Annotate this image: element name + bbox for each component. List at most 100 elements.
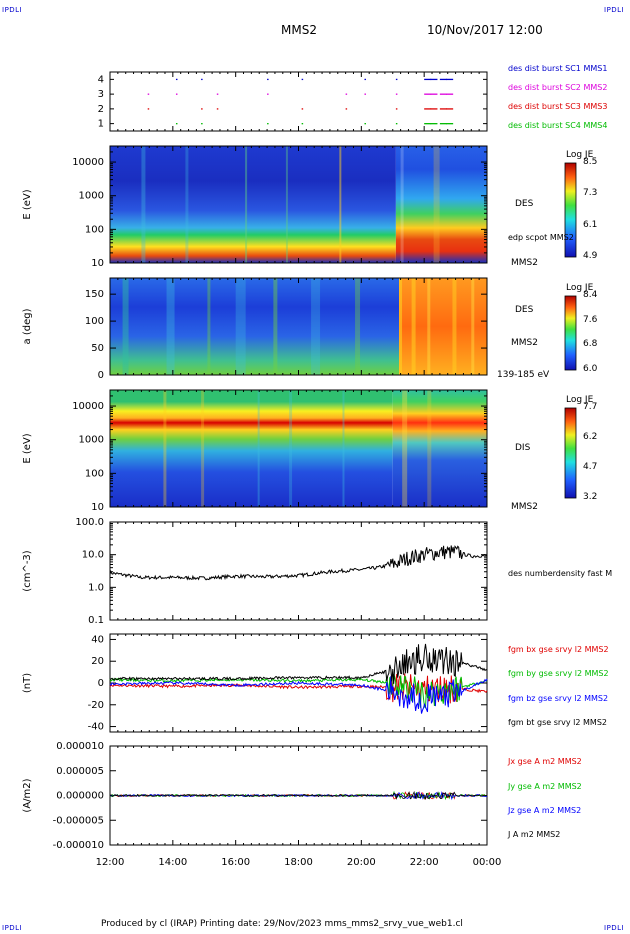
burst-interval-mark: [175, 93, 178, 95]
dis-energy-spectrogram-streak: [163, 390, 167, 507]
burst-interval-mark: [424, 123, 432, 125]
bfield-legend-4: fgm bt gse srvy l2 MMS2: [508, 718, 607, 727]
des-pitch-angle-spectrogram-streak: [235, 278, 246, 375]
bfield-series-line-4: [109, 643, 488, 684]
burst-legend-3: des dist burst SC3 MMS3: [508, 101, 608, 111]
current-ytick-label: 0.000005: [56, 766, 104, 777]
burst-interval-mark: [446, 108, 454, 110]
pitch-angle-ylabel: a (deg): [22, 308, 33, 344]
burst-legend-1: des dist burst SC1 MMS1: [508, 64, 608, 74]
current-legend-3: Jz gse A m2 MMS2: [508, 806, 582, 815]
burst-interval-mark: [201, 78, 203, 81]
burst-interval-mark: [430, 123, 438, 125]
burst-interval-mark: [395, 93, 398, 95]
time-tick-label: 12:00: [96, 857, 125, 868]
heatmap-ytick-label: 10: [91, 502, 104, 513]
burst-interval-mark: [446, 93, 454, 95]
des-energy-spectrogram-streak: [285, 146, 288, 263]
burst-interval-mark: [301, 108, 304, 110]
burst-ytick-label: 2: [98, 104, 104, 115]
current-ytick-label: -0.000010: [53, 840, 104, 851]
burst-interval-mark: [395, 123, 398, 125]
spacecraft-title: MMS2: [281, 23, 317, 37]
burst-interval-mark: [439, 108, 447, 110]
des-pitch-angle-spectrogram-streak: [452, 278, 457, 375]
time-tick-label: 16:00: [221, 857, 250, 868]
des-pitch-angle-spectrogram-region-quiet: [110, 278, 400, 375]
datetime-title: 10/Nov/2017 12:00: [427, 23, 543, 37]
colorbar-tick-label: 8.5: [583, 157, 598, 167]
colorbar-tick-label: 7.7: [583, 402, 598, 412]
burst-interval-mark: [267, 93, 269, 95]
corner-label-bottom-right: IPDLI: [604, 924, 625, 932]
corner-label-bottom-left: IPDLI: [2, 924, 23, 932]
burst-interval-mark: [267, 123, 269, 125]
corner-label-top-left: IPDLI: [2, 6, 23, 14]
burst-interval-mark: [439, 93, 447, 95]
colorbar-tick-label: 4.7: [583, 462, 598, 472]
des-energy-spectrogram-streak: [185, 146, 189, 263]
burst-interval-mark: [175, 78, 178, 81]
heatmap-ytick-label: 100: [85, 468, 104, 479]
density-ytick-label: 0.1: [88, 615, 104, 626]
des-pitch-angle-spectrogram-streak: [399, 278, 403, 375]
bfield-legend-1: fgm bx gse srvy l2 MMS2: [508, 645, 609, 654]
colorbar-title-3: Log JE: [566, 395, 594, 405]
bfield-legend-3: fgm bz gse srvy l2 MMS2: [508, 694, 609, 703]
burst-interval-mark: [216, 108, 219, 110]
current-ylabel: (A/m2): [22, 778, 33, 812]
bfield-ytick-label: 40: [91, 634, 104, 645]
colorbar-tick-label: 6.1: [583, 219, 598, 230]
burst-interval-mark: [175, 123, 178, 125]
bfield-ytick-label: 0: [98, 678, 104, 689]
burst-ytick-label: 4: [98, 74, 104, 85]
current-legend-2: Jy gse A m2 MMS2: [508, 782, 582, 791]
des-energy-spectrogram-region-quiet: [110, 146, 396, 263]
burst-interval-mark: [424, 78, 432, 81]
burst-interval-mark: [147, 108, 150, 110]
des-pitch-angle-spectrogram-streak: [166, 278, 175, 375]
burst-interval-mark: [446, 78, 454, 81]
dis-energy-spectrogram-region-quiet: [110, 390, 393, 507]
des-pitch-angle-spectrogram-streak: [427, 278, 431, 375]
burst-interval-mark: [424, 108, 432, 110]
current-legend-1: Jx gse A m2 MMS2: [508, 757, 582, 766]
pitch-ytick-label: 50: [91, 343, 104, 354]
colorbar-1: [564, 162, 577, 258]
heatmap-ytick-label: 10: [91, 258, 104, 269]
burst-ytick-label: 3: [98, 89, 104, 100]
heatmap-ytick-label: 100: [85, 224, 104, 235]
time-tick-label: 22:00: [410, 857, 439, 868]
pitch-ytick-label: 0: [98, 370, 104, 381]
pad-energy-range-label: 139-185 eV: [497, 370, 550, 380]
burst-interval-mark: [446, 123, 454, 125]
current-series-line-4: [109, 790, 488, 801]
time-tick-label: 00:00: [473, 857, 502, 868]
burst-interval-mark: [430, 78, 438, 81]
des-instrument-label: DES: [515, 199, 534, 209]
current-ytick-label: 0.000000: [56, 791, 104, 802]
pitch-ytick-label: 100: [85, 316, 104, 327]
density-ytick-label: 100.0: [75, 517, 104, 528]
bfield-series-line-1: [109, 673, 488, 704]
des-pitch-angle-spectrogram-streak: [207, 278, 211, 375]
dis-energy-spectrogram-streak: [289, 390, 293, 507]
colorbar-title-1: Log JE: [566, 150, 594, 160]
burst-interval-mark: [364, 123, 366, 125]
bfield-legend-2: fgm by gse srvy l2 MMS2: [508, 669, 609, 678]
density-ytick-label: 1.0: [88, 582, 104, 593]
colorbar-2: [564, 295, 577, 371]
pitch-ytick-label: 150: [85, 289, 104, 300]
density-legend: des numberdensity fast M: [508, 569, 613, 578]
burst-interval-mark: [364, 78, 366, 81]
heatmap-ytick-label: 10000: [72, 401, 104, 412]
bfield-ylabel: (nT): [22, 673, 33, 693]
density-ytick-label: 10.0: [82, 550, 104, 561]
pad-spacecraft-label: MMS2: [511, 338, 538, 348]
dis-spacecraft-label: MMS2: [511, 502, 538, 512]
des-energy-ylabel: E (eV): [22, 189, 33, 219]
burst-interval-mark: [364, 93, 366, 95]
des-energy-spectrogram-streak: [141, 146, 146, 263]
burst-interval-mark: [439, 78, 447, 81]
burst-interval-mark: [430, 93, 438, 95]
